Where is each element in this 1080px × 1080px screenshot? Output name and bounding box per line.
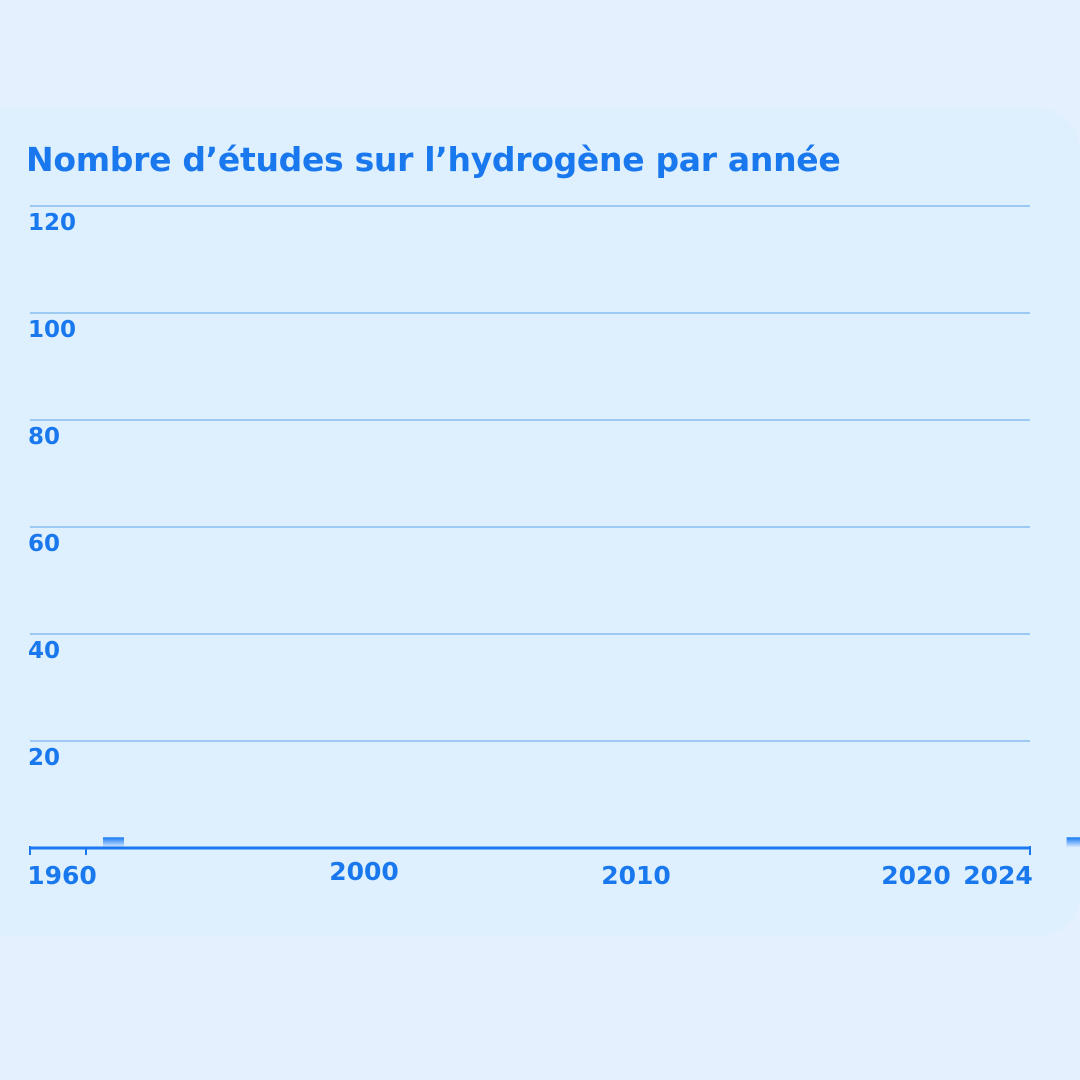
axes bbox=[29, 846, 1031, 855]
x-tick-label: 2024 bbox=[963, 861, 1033, 890]
bar-1961 bbox=[103, 837, 125, 848]
y-tick-label: 100 bbox=[28, 317, 76, 343]
bars bbox=[103, 837, 1080, 848]
chart-title: Nombre d’études sur l’hydrogène par anné… bbox=[26, 140, 841, 179]
x-tick-label: 2010 bbox=[601, 861, 671, 890]
y-tick-label: 80 bbox=[28, 424, 60, 450]
y-tick-label: 20 bbox=[28, 745, 60, 771]
tick-labels: 20 40 60 80 100 120 1960 2000 2010 2020 2024 bbox=[27, 210, 1033, 890]
x-tick-label: 1960 bbox=[27, 861, 97, 890]
x-tick-label: 2000 bbox=[329, 857, 399, 886]
y-tick-label: 60 bbox=[28, 531, 60, 557]
y-tick-label: 120 bbox=[28, 210, 76, 236]
chart-card bbox=[0, 108, 1080, 936]
y-tick-label: 40 bbox=[28, 638, 60, 664]
bar-1996 bbox=[1066, 837, 1080, 848]
x-tick-label: 2020 bbox=[881, 861, 951, 890]
gridlines bbox=[30, 205, 1030, 742]
